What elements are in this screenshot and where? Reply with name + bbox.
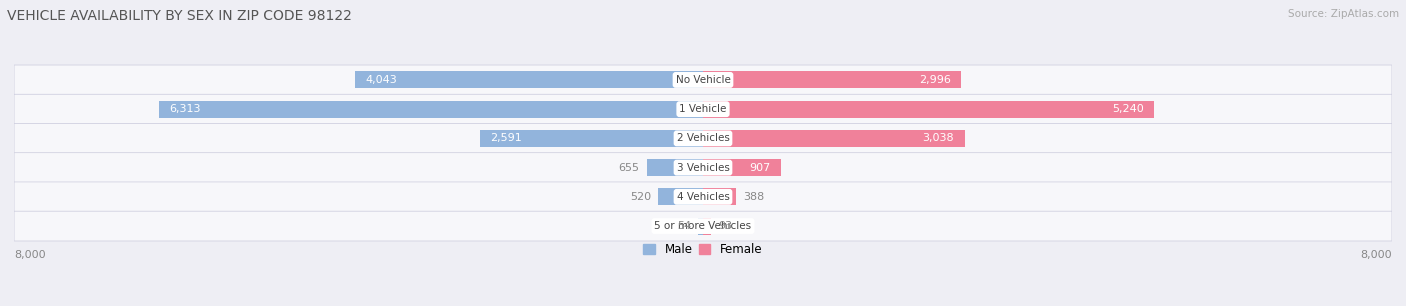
Text: VEHICLE AVAILABILITY BY SEX IN ZIP CODE 98122: VEHICLE AVAILABILITY BY SEX IN ZIP CODE …: [7, 9, 351, 23]
Bar: [699, 218, 703, 235]
Text: 8,000: 8,000: [14, 250, 45, 260]
Bar: [703, 101, 1154, 118]
FancyBboxPatch shape: [14, 94, 1392, 124]
Text: 388: 388: [744, 192, 765, 202]
Text: 4 Vehicles: 4 Vehicles: [676, 192, 730, 202]
Text: 3 Vehicles: 3 Vehicles: [676, 162, 730, 173]
FancyBboxPatch shape: [14, 65, 1392, 95]
Bar: [703, 159, 782, 176]
FancyBboxPatch shape: [14, 124, 1392, 153]
FancyBboxPatch shape: [14, 211, 1392, 241]
Bar: [703, 218, 711, 235]
Bar: [703, 130, 965, 147]
Text: 907: 907: [749, 162, 770, 173]
Bar: [159, 101, 703, 118]
Text: 2 Vehicles: 2 Vehicles: [676, 133, 730, 144]
Legend: Male, Female: Male, Female: [638, 238, 768, 261]
Bar: [703, 71, 962, 88]
Text: 54: 54: [678, 221, 692, 231]
Text: 655: 655: [619, 162, 640, 173]
Text: 1 Vehicle: 1 Vehicle: [679, 104, 727, 114]
Bar: [703, 188, 737, 205]
Text: 2,996: 2,996: [918, 75, 950, 85]
Text: 5 or more Vehicles: 5 or more Vehicles: [654, 221, 752, 231]
Bar: [354, 71, 703, 88]
Bar: [647, 159, 703, 176]
Bar: [479, 130, 703, 147]
FancyBboxPatch shape: [14, 182, 1392, 212]
FancyBboxPatch shape: [14, 153, 1392, 182]
Text: No Vehicle: No Vehicle: [675, 75, 731, 85]
Text: 93: 93: [718, 221, 733, 231]
Text: Source: ZipAtlas.com: Source: ZipAtlas.com: [1288, 9, 1399, 19]
Bar: [658, 188, 703, 205]
Text: 4,043: 4,043: [366, 75, 396, 85]
Text: 3,038: 3,038: [922, 133, 955, 144]
Text: 2,591: 2,591: [491, 133, 522, 144]
Text: 520: 520: [630, 192, 651, 202]
Text: 5,240: 5,240: [1112, 104, 1144, 114]
Text: 8,000: 8,000: [1361, 250, 1392, 260]
Text: 6,313: 6,313: [170, 104, 201, 114]
